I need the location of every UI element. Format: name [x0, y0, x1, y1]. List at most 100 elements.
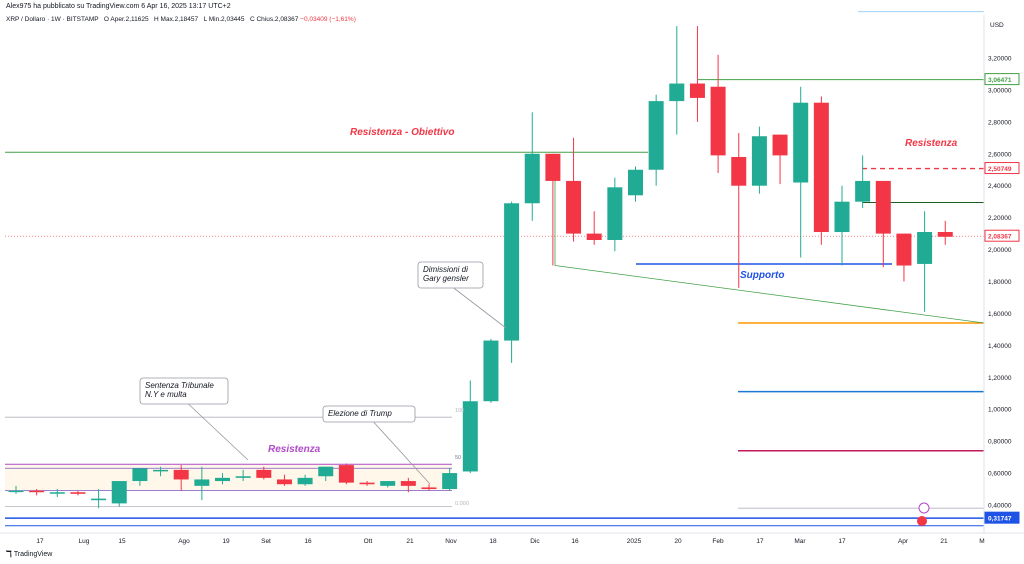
price-tick-label: 1,60000	[988, 311, 1012, 318]
candle-body	[153, 469, 169, 472]
candle-body	[215, 477, 230, 482]
candle-body	[318, 466, 334, 477]
candle	[875, 180, 891, 268]
candle	[462, 380, 478, 474]
price-tick-label: 2,60000	[988, 151, 1012, 158]
candle-body	[194, 479, 210, 486]
candle-body	[607, 187, 623, 240]
candle	[689, 26, 705, 122]
candle	[338, 463, 354, 485]
candle	[8, 485, 24, 494]
price-badge-box	[984, 162, 1020, 175]
candle	[524, 112, 540, 221]
candle	[29, 489, 45, 496]
fib-0-label: 0.000	[455, 501, 469, 507]
time-tick-label: Feb	[712, 538, 724, 545]
price-badge: 2,08367	[984, 229, 1020, 242]
price-tick-label: 3,20000	[988, 56, 1012, 63]
time-tick-label: Ott	[364, 538, 373, 545]
candle	[710, 54, 726, 173]
callout-box	[417, 261, 484, 289]
candle	[813, 96, 829, 245]
ohlc-low: Min.2,03445	[208, 16, 245, 23]
candle-body	[91, 498, 107, 501]
price-badge-box	[984, 73, 1020, 86]
annotations: Resistenza - Obiettivo Resistenza Resisten…	[139, 127, 958, 526]
ohlc-low-label: L	[203, 16, 207, 23]
candle	[483, 338, 499, 403]
candle-body	[462, 401, 478, 472]
time-axis: 17 Lug 15 Ago 19 Set 16 Ott 21 Nov 18 Dic 16 2025 20 Fe…	[0, 532, 1024, 545]
price-tick-label: 2,20000	[988, 215, 1012, 222]
candle-body	[49, 492, 65, 494]
time-tick-label: Ago	[178, 538, 190, 545]
price-axis-currency: USD	[990, 22, 1004, 29]
price-tick-label: 2,80000	[988, 119, 1012, 126]
callout-text: Dimissioni di	[423, 265, 468, 274]
candle-body	[875, 180, 891, 234]
annotation-supporto: Supporto	[740, 270, 784, 281]
candle-body	[380, 481, 396, 486]
candle-body	[917, 232, 933, 264]
candle	[545, 153, 561, 266]
callout-text: N.Y e multa	[145, 390, 187, 399]
callout-pointer	[373, 421, 431, 485]
callout-text: Gary gensler	[423, 274, 469, 283]
time-tick-label: M	[979, 538, 984, 545]
candle	[793, 86, 809, 258]
candle-body	[896, 233, 912, 266]
candle-body	[566, 180, 582, 234]
tradingview-logo-icon: ℸ	[6, 549, 12, 559]
candle-body	[421, 487, 437, 490]
candle	[628, 166, 643, 202]
candle	[235, 469, 251, 482]
candle	[359, 481, 375, 486]
candle-body	[173, 469, 189, 480]
candle-body	[338, 465, 354, 483]
time-tick-label: Set	[261, 538, 271, 545]
candle-body	[751, 136, 767, 186]
time-tick-label: 19	[222, 538, 230, 545]
callout-pointer	[188, 403, 249, 461]
time-tick-label: 16	[304, 538, 312, 545]
time-tick-label: 18	[489, 538, 497, 545]
price-badge-box	[984, 229, 1020, 242]
time-tick-label: Apr	[898, 538, 909, 545]
candle-body	[235, 476, 251, 478]
time-tick-label: 21	[940, 538, 948, 545]
candle	[91, 489, 107, 509]
candle-body	[297, 477, 313, 485]
symbol-info: XRP / Dollaro · 1W · BITSTAMP O Aper.2,1…	[6, 16, 356, 23]
time-tick-label: 17	[36, 538, 44, 545]
price-tick-label: 2,00000	[988, 247, 1012, 254]
candle	[318, 466, 334, 482]
price-badge-text: 2,08367	[988, 234, 1012, 241]
candle-body	[29, 490, 45, 493]
publisher-header: Alex975 ha pubblicato su TradingView.com…	[6, 3, 231, 10]
candle	[421, 484, 437, 491]
callout-elezione: Elezione di Trump	[322, 405, 431, 485]
candle	[173, 465, 189, 491]
candle-body	[545, 153, 561, 181]
level-lines	[5, 11, 985, 527]
fib-100-label: 100	[455, 408, 464, 414]
ohlc-high: Max.2,18457	[160, 16, 199, 23]
ohlc-close: Chius.2,08367	[256, 16, 299, 23]
candle	[896, 233, 912, 282]
candle-body	[256, 469, 272, 478]
candle-body	[524, 153, 540, 204]
time-tick-label: 16	[571, 538, 579, 545]
candle-body	[731, 156, 747, 186]
candle	[504, 201, 520, 363]
price-badge: 3,06471	[984, 73, 1020, 86]
candle-body	[834, 201, 850, 233]
candle	[70, 490, 86, 496]
candle	[297, 474, 313, 486]
price-tick-label: 1,80000	[988, 279, 1012, 286]
candle	[751, 126, 767, 194]
candle	[215, 473, 230, 485]
price-tick-label: 0,60000	[988, 471, 1012, 478]
ohlc-open-label: O	[103, 16, 109, 23]
